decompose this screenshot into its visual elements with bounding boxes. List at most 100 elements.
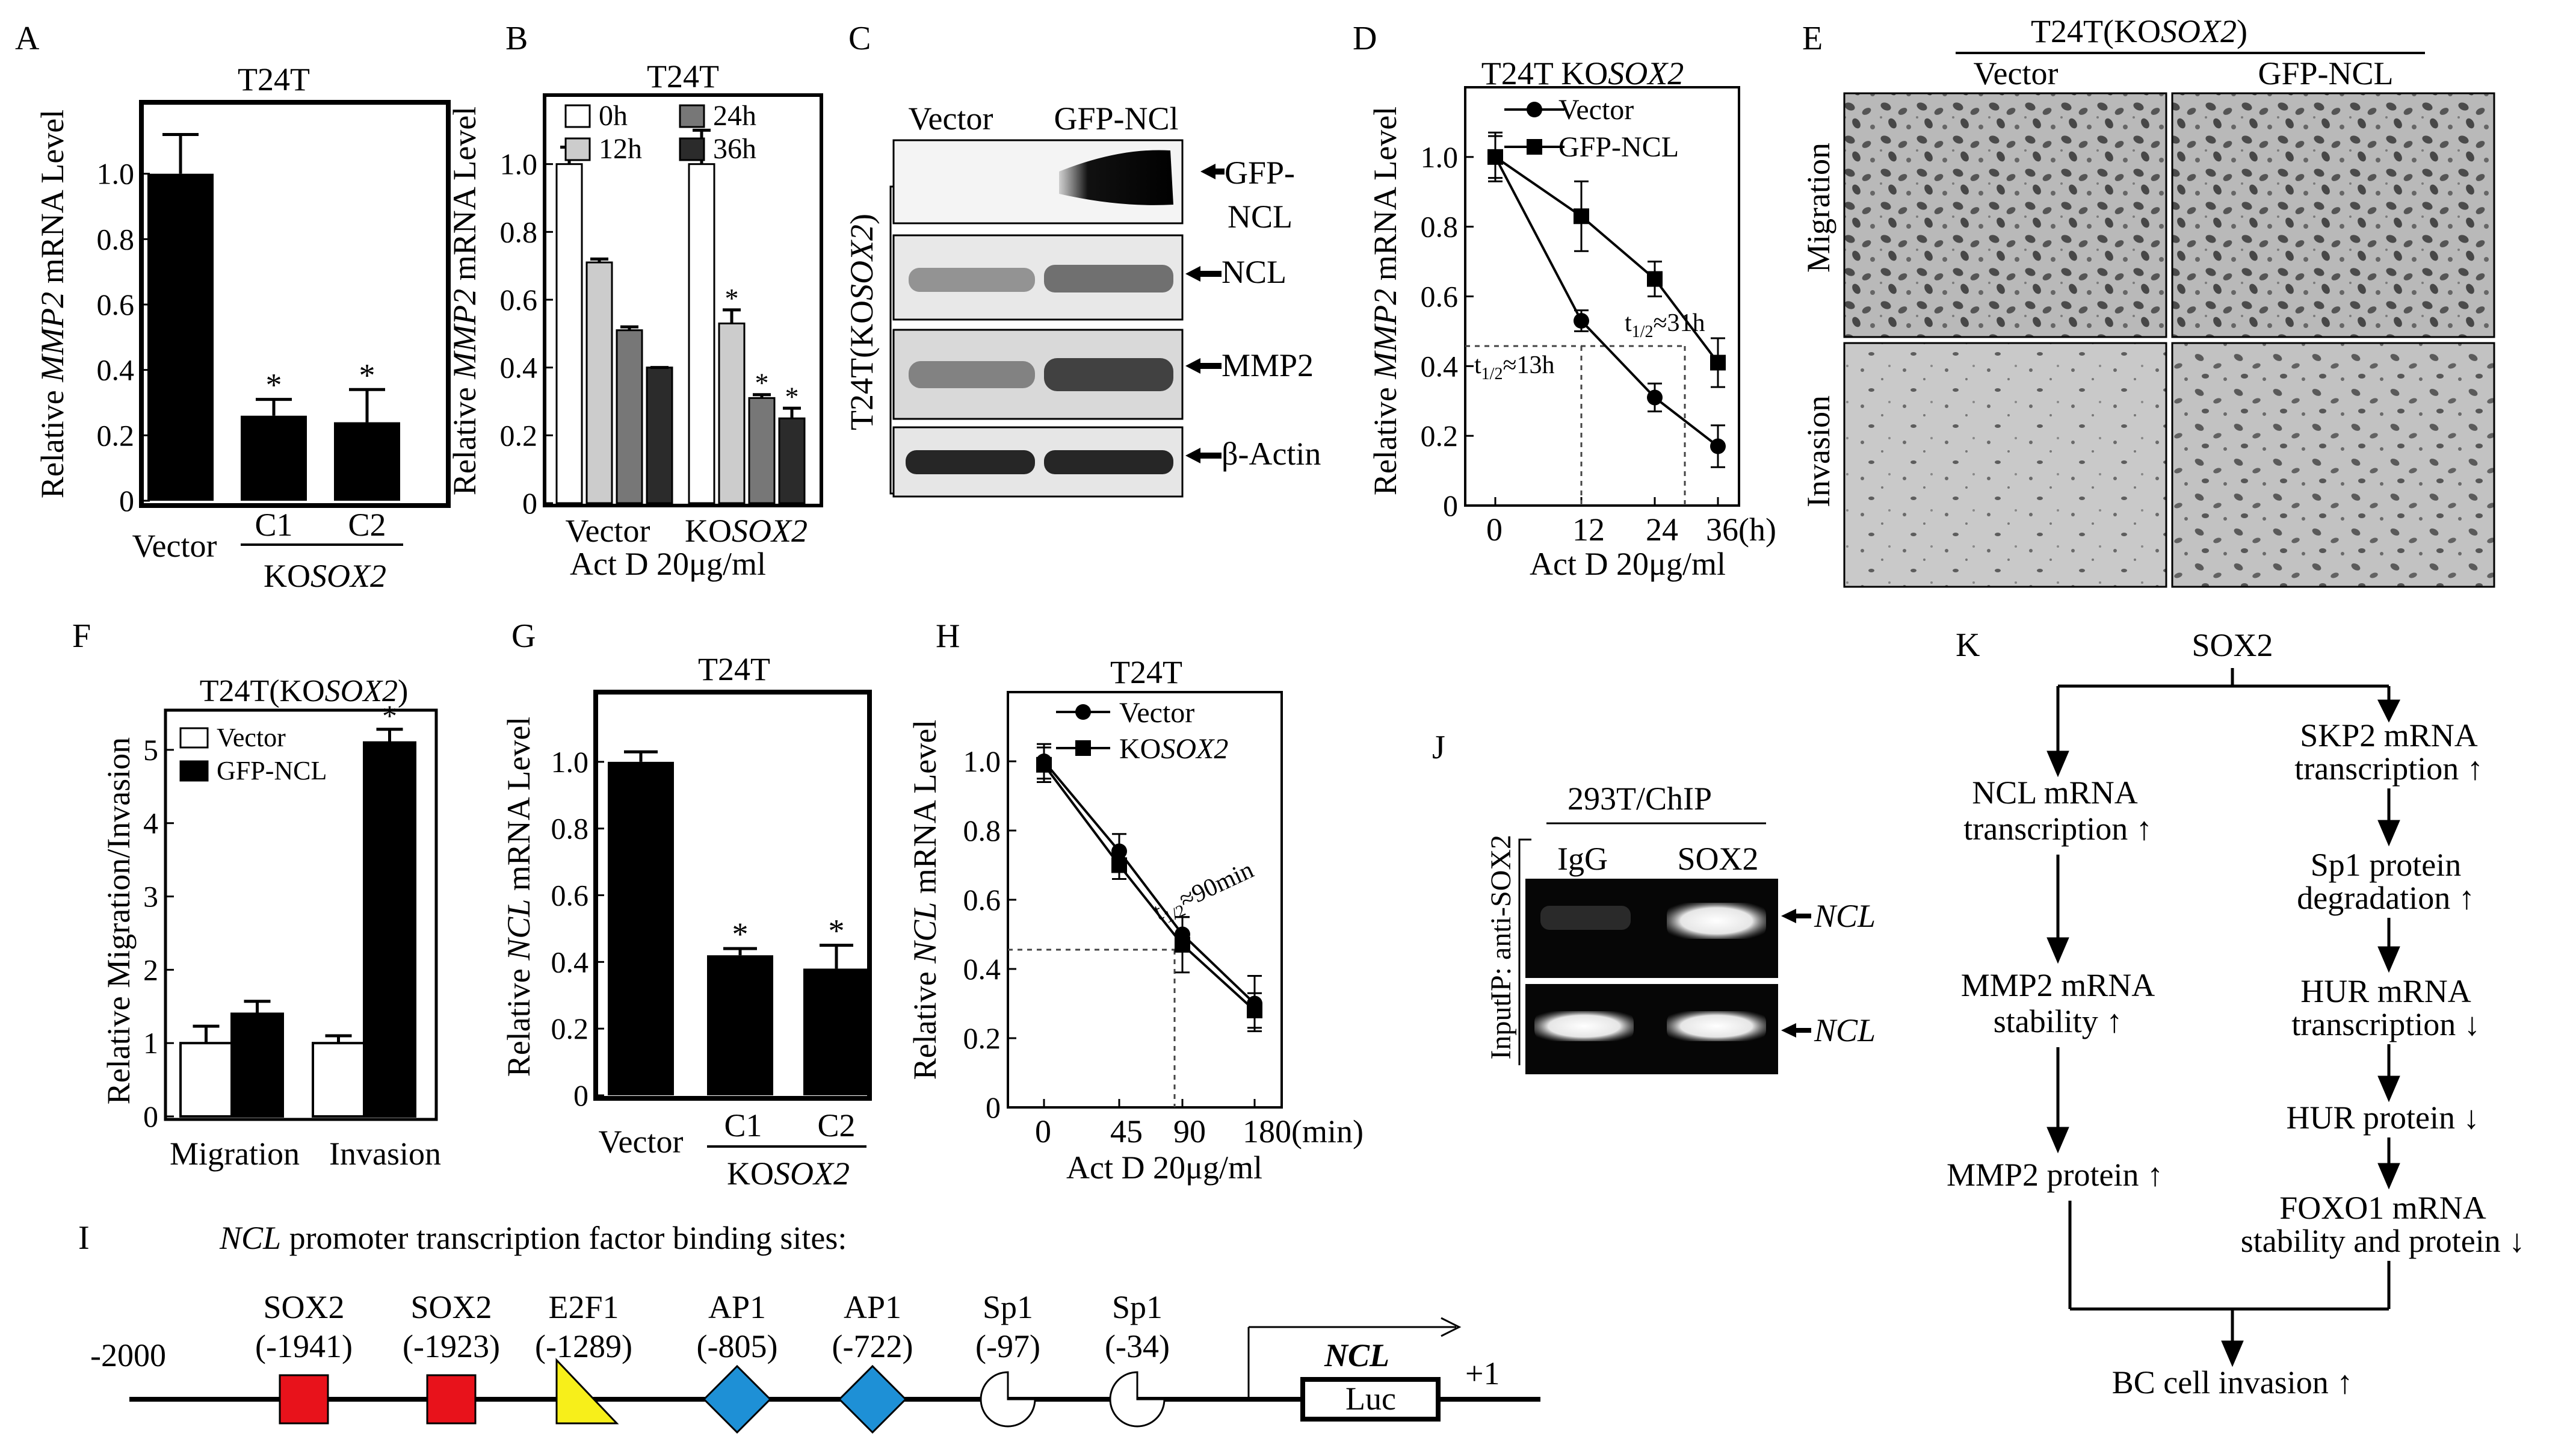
panel-letter-e: E: [1802, 20, 1823, 57]
legend-marker-kosox2: [1075, 740, 1091, 756]
panel-b: T24T Relative MMP2 mRNA Level 0 0.2 0.4 0.6…: [446, 58, 823, 582]
panel-e-title: T24T(KOSOX2): [2031, 13, 2247, 49]
bar-36h-kosox2: [778, 417, 806, 504]
legend-swatch-12h: [564, 137, 591, 161]
panel-f-title: T24T(KOSOX2): [200, 674, 409, 708]
ytick-label: 0.8: [500, 215, 538, 249]
micrograph-migration-gfp: [2171, 92, 2495, 338]
site-marker-sp1-6: [1109, 1371, 1166, 1428]
panel-g-xtick-c2: C2: [817, 1107, 855, 1143]
panel-k-left-2a: MMP2 mRNA: [1961, 967, 2155, 1003]
panel-f-frame: [164, 708, 438, 1121]
k-arrowhead-l1: [2046, 750, 2069, 778]
ytick-label: 0.8: [963, 814, 1001, 847]
panel-k-right-1a: SKP2 mRNA: [2300, 717, 2478, 753]
panel-j: 293T/ChIP IgG SOX2 IP: anti-SOX2 Input N…: [1485, 781, 1876, 1074]
bar-c2: [803, 968, 869, 1095]
site-marker-ap1-4: [838, 1364, 907, 1434]
legend-swatch-gfp-ncl: [179, 760, 209, 782]
point-vector: [1710, 438, 1726, 454]
panel-k-right-3b: transcription ↓: [2291, 1006, 2480, 1042]
ytick-label: 1.0: [1421, 140, 1459, 174]
legend-swatch-36h: [679, 137, 705, 161]
panel-e-col-gfp: GFP-NCL: [2258, 55, 2393, 91]
ytick-label: 0: [986, 1091, 1001, 1124]
band-label-ncl: NCL: [1222, 254, 1286, 290]
xtick-label: 12: [1572, 512, 1605, 548]
panel-c-side-label: T24T(KOSOX2): [844, 214, 880, 430]
band-label-gfp: GFP-: [1225, 155, 1295, 191]
panel-f-xtick-invasion: Invasion: [329, 1136, 441, 1172]
bar-vector-invasion: [312, 1042, 365, 1118]
ytick-label: 4: [143, 806, 158, 840]
arrow-ncl-ip: [1781, 909, 1811, 923]
site-name-6: Sp1: [1112, 1289, 1163, 1325]
ytick-label: 1.0: [97, 157, 135, 191]
panel-letter-f: F: [72, 617, 91, 655]
legend-marker-vector: [1527, 102, 1542, 117]
ytick-label: 1: [143, 1026, 158, 1060]
panel-k-left-1b: transcription ↑: [1963, 811, 2152, 847]
panel-d-ylabel: Relative MMP2 mRNA Level: [1367, 107, 1403, 495]
legend-label-0h: 0h: [599, 100, 628, 132]
blot-ncl-band-gfp: [1044, 265, 1173, 292]
panel-a-xtick-vector: Vector: [132, 528, 217, 564]
blot-mmp2-band-gfp: [1044, 358, 1173, 391]
significance-star: *: [829, 913, 845, 949]
bar-24h-vector: [616, 329, 643, 504]
point-gfp-ncl: [1574, 208, 1589, 224]
site-name-0: SOX2: [263, 1289, 344, 1325]
panel-h: T24T Relative NCL mRNA Level 0 0.2 0.4 0.6 0…: [907, 654, 1364, 1186]
panel-letter-j: J: [1432, 729, 1445, 766]
site-pos-5: (-97): [975, 1328, 1040, 1364]
ytick-label: 0: [119, 484, 134, 518]
band-label-mmp2: MMP2: [1222, 347, 1314, 383]
xtick-label: 24: [1646, 512, 1678, 548]
panel-e-col-vector: Vector: [1974, 55, 2059, 91]
panel-i-start: -2000: [90, 1337, 166, 1373]
site-name-4: AP1: [844, 1289, 901, 1325]
ytick-label: 1.0: [500, 147, 538, 181]
site-pos-1: (-1923): [403, 1328, 500, 1364]
site-name-5: Sp1: [983, 1289, 1033, 1325]
panel-k-right-3a: HUR mRNA: [2300, 973, 2471, 1009]
point-vector: [1647, 389, 1663, 406]
panel-b-title: T24T: [647, 58, 719, 94]
legend-swatch-vector: [179, 727, 209, 749]
gel-ip-band-igg: [1540, 906, 1631, 930]
point-kosox2: [1247, 1003, 1262, 1018]
legend-marker-gfp: [1527, 139, 1542, 155]
gel-input-band-igg: [1534, 1011, 1634, 1041]
panel-a: T24T Relative MMP2 mRNA Level 0 0.2 0.4 0.6…: [34, 61, 451, 594]
panel-a-ylabel: Relative MMP2 mRNA Level: [34, 110, 70, 498]
ytick-label: 0.8: [97, 222, 135, 256]
ytick-label: 0: [1443, 489, 1458, 522]
bar-c1: [707, 955, 773, 1095]
k-arrowhead-final: [2221, 1340, 2244, 1367]
panel-k-arrows: [2046, 686, 2401, 1367]
site-pos-4: (-722): [832, 1328, 913, 1364]
panel-g-xtick-vector: Vector: [599, 1124, 684, 1160]
gel-input-band-sox2: [1667, 1011, 1766, 1041]
ytick-label: 0.8: [551, 812, 589, 846]
panel-letter-b: B: [505, 20, 528, 57]
panel-k-left-3: MMP2 protein ↑: [1947, 1157, 2163, 1193]
site-marker-ap1-3: [702, 1364, 772, 1434]
micrograph-migration-vector: [1843, 92, 2167, 338]
series-line-vector: [1494, 156, 1719, 448]
panel-letter-g: G: [511, 617, 536, 655]
panel-k-left-2b: stability ↑: [1994, 1003, 2123, 1039]
panel-i-title: NCL promoter transcription factor bindin…: [219, 1220, 847, 1256]
blot-gfp-ncl-band: [1059, 150, 1173, 205]
site-pos-3: (-805): [697, 1328, 778, 1364]
ytick-label: 0.6: [551, 879, 589, 912]
site-pos-0: (-1941): [255, 1328, 353, 1364]
ytick-label: 0.6: [1421, 280, 1459, 314]
micrograph-invasion-vector: [1843, 342, 2167, 588]
site-name-1: SOX2: [410, 1289, 492, 1325]
panel-k-right-2b: degradation ↑: [2297, 880, 2474, 916]
tss-arrowhead: [1441, 1317, 1462, 1337]
bar-vector: [608, 761, 674, 1095]
blot-actin-band-gfp: [1044, 450, 1173, 474]
